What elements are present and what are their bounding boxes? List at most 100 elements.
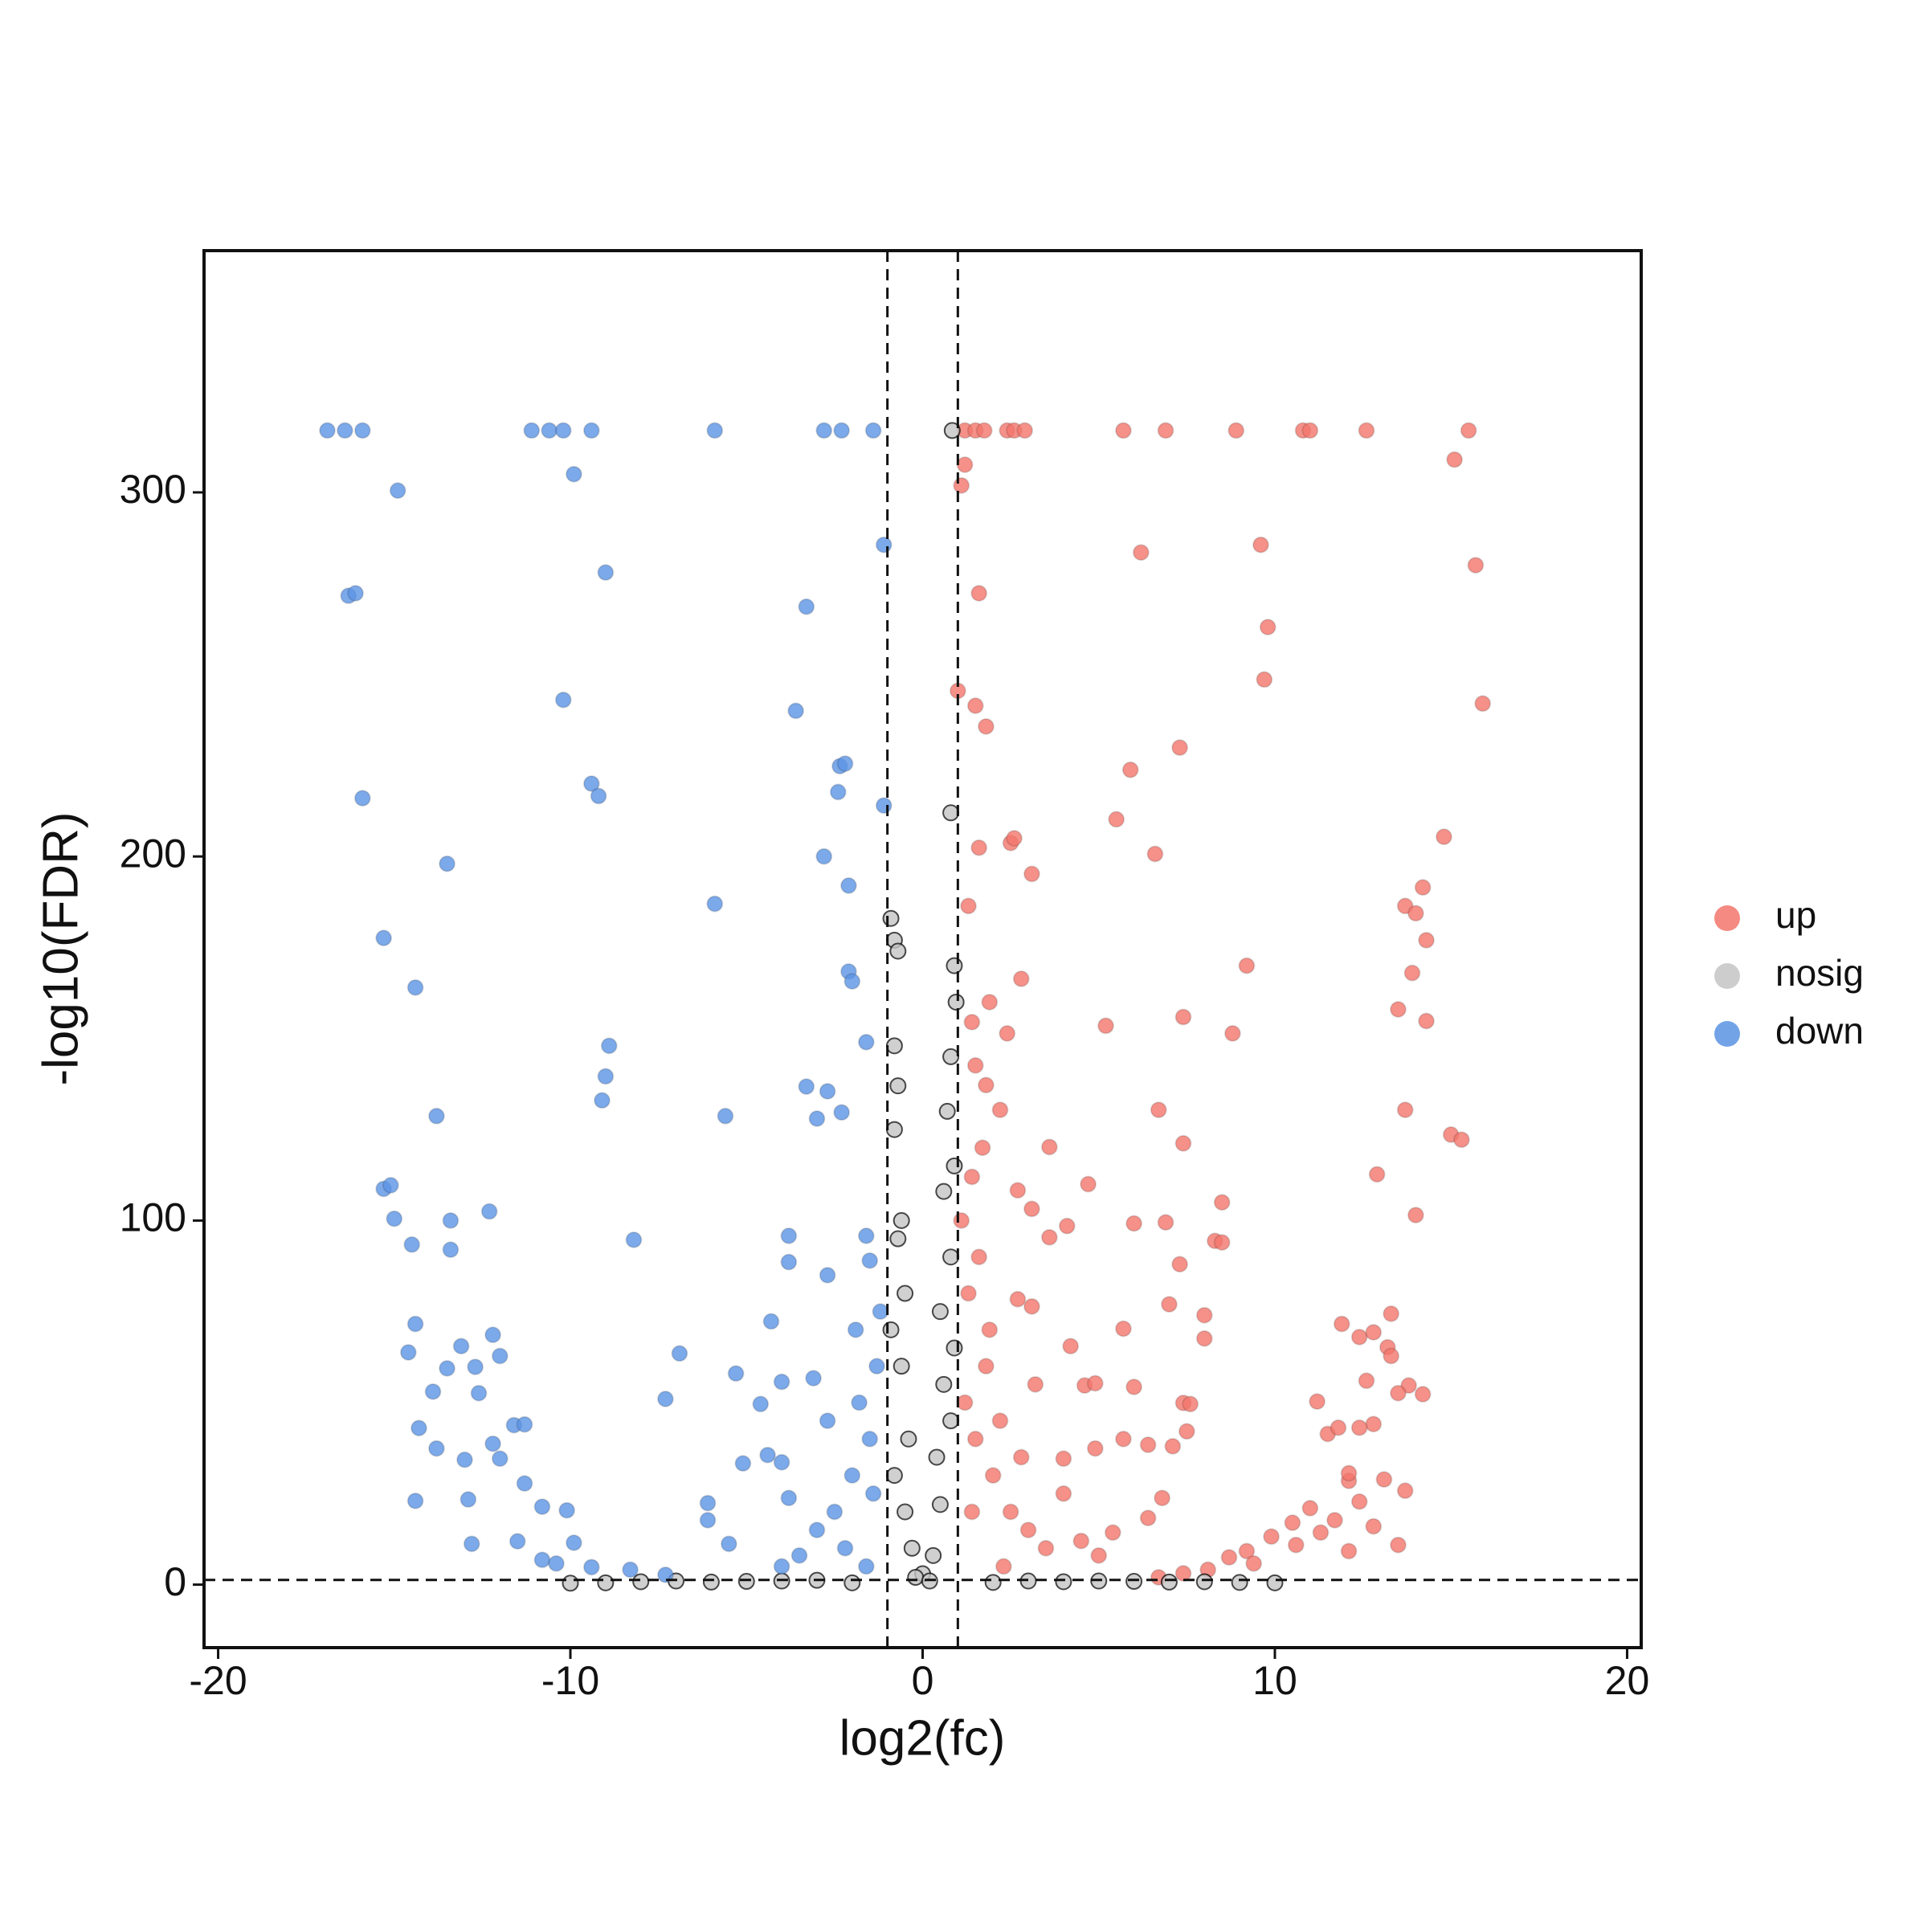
point: [582, 1558, 600, 1576]
point: [836, 1539, 854, 1557]
point: [1407, 1207, 1424, 1224]
point: [1154, 1489, 1171, 1507]
point: [953, 1211, 970, 1229]
point: [600, 1037, 618, 1055]
point: [375, 929, 393, 947]
point: [1446, 451, 1464, 468]
point: [318, 422, 336, 439]
point: [851, 1394, 868, 1411]
point: [833, 1104, 851, 1121]
point: [406, 978, 424, 996]
point: [582, 422, 600, 439]
point: [1407, 905, 1424, 922]
point: [974, 1139, 991, 1157]
point: [1389, 1384, 1407, 1402]
point: [1358, 1372, 1375, 1390]
x-tick-label: 20: [1605, 1658, 1650, 1703]
point: [1238, 1542, 1256, 1560]
point: [1287, 1536, 1305, 1554]
point: [1365, 1415, 1383, 1433]
point: [1157, 422, 1174, 439]
point: [844, 973, 861, 991]
point: [597, 1068, 615, 1085]
point: [737, 1573, 755, 1591]
point: [442, 1211, 460, 1229]
point: [931, 1496, 949, 1513]
point: [935, 1182, 953, 1200]
point: [406, 1315, 424, 1333]
point: [1231, 1574, 1248, 1591]
point: [1150, 1101, 1167, 1119]
point: [382, 1176, 399, 1194]
point: [491, 1347, 509, 1365]
point: [1160, 1296, 1178, 1313]
point: [981, 993, 999, 1011]
point: [1009, 1182, 1027, 1199]
point: [1263, 1528, 1281, 1546]
point: [977, 717, 995, 735]
x-tick-label: 10: [1252, 1658, 1297, 1703]
point: [1238, 957, 1256, 974]
point: [516, 1415, 533, 1433]
point: [925, 1546, 942, 1564]
point: [1195, 1306, 1213, 1324]
point: [442, 1241, 460, 1259]
point: [1301, 422, 1319, 439]
point: [593, 1092, 611, 1109]
point: [759, 1446, 777, 1464]
point: [984, 1574, 1002, 1591]
point: [547, 1554, 565, 1572]
point: [1055, 1485, 1072, 1502]
point: [836, 755, 854, 773]
y-tick-label: 200: [120, 831, 186, 876]
point: [829, 783, 847, 801]
point: [897, 1285, 914, 1302]
point: [597, 564, 615, 582]
point: [463, 1535, 480, 1553]
point: [889, 1077, 907, 1095]
point: [844, 1574, 861, 1591]
point: [815, 848, 833, 865]
point: [1139, 1509, 1157, 1527]
point: [509, 1533, 526, 1550]
point: [1178, 1423, 1195, 1440]
point: [1121, 761, 1139, 778]
point: [1125, 1378, 1143, 1395]
point: [942, 804, 960, 822]
point: [1132, 544, 1150, 562]
point: [516, 1475, 533, 1493]
point: [805, 1370, 823, 1387]
point: [900, 1430, 917, 1448]
point: [885, 1037, 903, 1055]
point: [1023, 1200, 1040, 1218]
point: [1182, 1395, 1199, 1413]
point: [966, 697, 984, 715]
point: [1460, 422, 1477, 439]
point: [1256, 671, 1273, 688]
point: [470, 1384, 488, 1402]
point: [942, 1048, 960, 1065]
point: [839, 876, 857, 894]
point: [875, 797, 893, 815]
point: [1055, 1573, 1072, 1591]
point: [907, 1569, 925, 1587]
point: [353, 790, 371, 807]
point: [960, 897, 978, 915]
point: [942, 1248, 960, 1266]
point: [938, 1102, 956, 1120]
point: [995, 1558, 1012, 1575]
point: [963, 1503, 981, 1521]
point: [1365, 1517, 1383, 1535]
point: [1027, 1375, 1044, 1393]
point: [1002, 1503, 1019, 1521]
point: [1213, 1194, 1231, 1211]
point: [706, 895, 724, 913]
point: [977, 1076, 995, 1094]
point: [1259, 619, 1276, 636]
point: [1072, 1532, 1090, 1550]
point: [956, 455, 974, 473]
point: [1037, 1539, 1055, 1557]
point: [1435, 828, 1452, 846]
point: [1223, 1024, 1241, 1042]
point: [893, 1211, 910, 1229]
